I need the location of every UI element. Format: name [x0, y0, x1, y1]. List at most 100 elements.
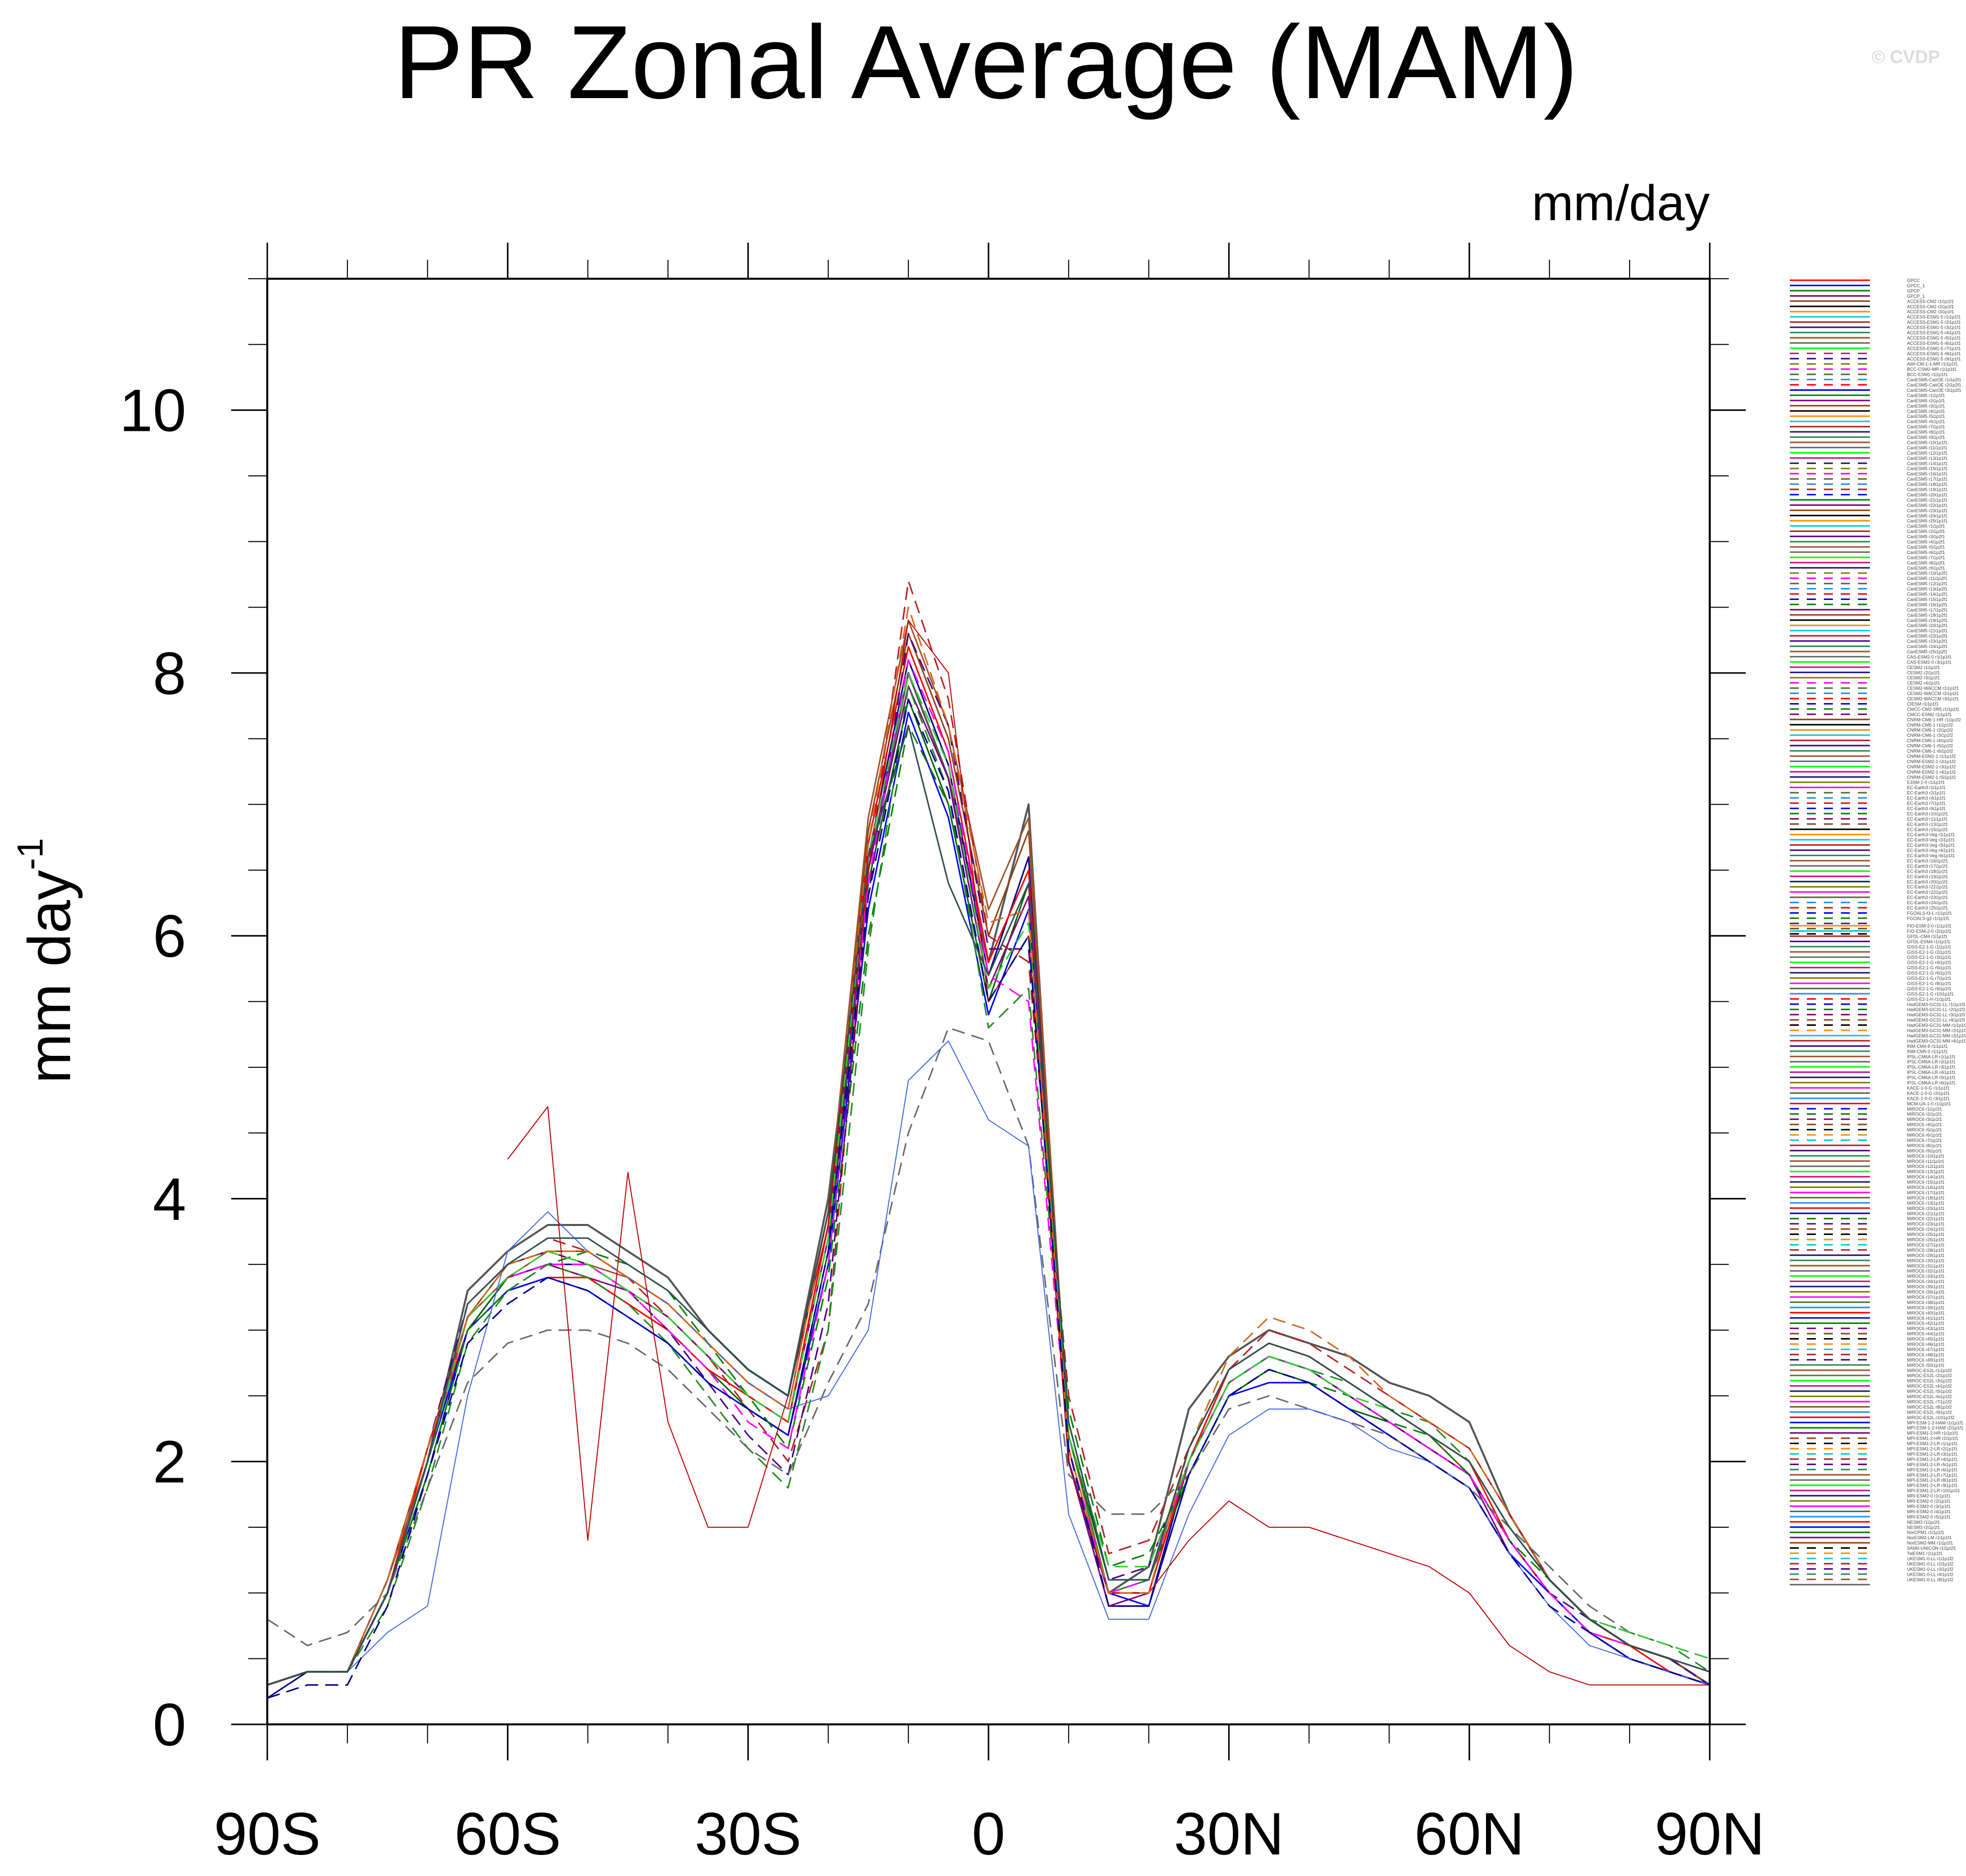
legend-label: CAS-ESM2-0 r1i1p1f1	[1907, 655, 1951, 660]
legend-label: CanESM5 r13i1p2f1	[1907, 586, 1947, 591]
legend-label: HadGEM3-GC31-MM r4i1p1f3	[1907, 1038, 1966, 1043]
legend-label: MIROC6 r12i1p1f1	[1907, 1164, 1944, 1169]
legend-label: CanESM5 r4i1p2f1	[1907, 539, 1945, 544]
legend-label: CanESM5 r16i1p2f1	[1907, 602, 1947, 607]
legend-label: EC-Earth3 r2i1p1f1	[1907, 791, 1945, 796]
legend-label: ACCESS-CM2 r1i1p1f1	[1907, 299, 1954, 304]
legend-label: MIROC6 r11i1p1f1	[1907, 1159, 1944, 1164]
legend-label: HadGEM3-GC31-MM r2i1p1f3	[1907, 1028, 1966, 1033]
legend-label: MPI-ESM-1-2-HAM r1i1p1f1	[1907, 1420, 1963, 1425]
chart-title: PR Zonal Average (MAM)	[394, 5, 1578, 121]
legend-label: EC-Earth3 r18i1p1f1	[1907, 869, 1948, 874]
legend-label: MIROC-ES2L r9i1p1f2	[1907, 1410, 1952, 1415]
legend-label: MIROC6 r20i1p1f1	[1907, 1206, 1944, 1211]
legend-label: CanESM5 r25i1p2f1	[1907, 649, 1947, 654]
legend-label: EC-Earth3-Veg r4i1p1f1	[1907, 848, 1955, 853]
legend-label: CanESM5-CanOE r2i1p2f1	[1907, 383, 1961, 388]
legend-label: MIROC6 r7i1p1f1	[1907, 1138, 1942, 1143]
legend-label: KACE-1-0-G r3i1p1f1	[1907, 1096, 1950, 1101]
legend-label: EC-Earth3 r4i1p1f1	[1907, 796, 1945, 801]
legend-label: EC-Earth3 r22i1p1f1	[1907, 890, 1948, 895]
legend-label: CanESM5 r18i1p2f1	[1907, 612, 1947, 617]
x-tick-label-4: 30N	[1174, 1800, 1284, 1867]
legend-label: CanESM5 r15i1p1f1	[1907, 466, 1947, 471]
legend-label: GPCC	[1907, 278, 1920, 283]
legend-label: CanESM5 r8i1p2f1	[1907, 560, 1945, 565]
legend-label: MIROC6 r31i1p1f1	[1907, 1264, 1944, 1269]
legend-label: AWI-CM-1-1-MR r1i1p1f1	[1907, 362, 1958, 367]
legend-label: GISS-E2-1-G r4i1p1f1	[1907, 960, 1951, 965]
legend-label: CanESM5 r6i1p1f1	[1907, 419, 1945, 424]
legend-label: CanESM5-CanOE r3i1p2f1	[1907, 388, 1961, 393]
legend-label: CNRM-ESM2-1 r3i1p1f2	[1907, 764, 1956, 769]
legend-label: EC-Earth3 r9i1p1f1	[1907, 806, 1945, 811]
legend-label: GFDL-ESM4 r1i1p1f1	[1907, 939, 1950, 944]
legend-label: GISS-E2-1-G r2i1p1f1	[1907, 950, 1951, 955]
legend-label: CanESM5 r2i1p2f1	[1907, 529, 1945, 534]
legend-label: MIROC6 r15i1p1f1	[1907, 1180, 1944, 1185]
series-layer	[267, 580, 1711, 1699]
legend-label: EC-Earth3 r17i1p1f1	[1907, 864, 1948, 869]
legend-label: ACCESS-ESM1-5 r5i1p1f1	[1907, 335, 1961, 340]
legend-label: MIROC-ES2L r7i1p1f2	[1907, 1399, 1952, 1404]
legend-label: IPSL-CM6A-LR r5i1p1f1	[1907, 1075, 1955, 1080]
legend-label: MPI-ESM1-2-HR r2i1p1f1	[1907, 1436, 1958, 1441]
legend-label: FIO-ESM-2-0 r1i1p1f1	[1907, 924, 1951, 929]
legend-label: CNRM-CM6-1 r2i1p1f2	[1907, 728, 1953, 733]
legend-label: MIROC6 r18i1p1f1	[1907, 1195, 1944, 1200]
legend-label: HadGEM3-GC31-LL r4i1p1f3	[1907, 1018, 1965, 1023]
legend-label: CanESM5 r17i1p2f1	[1907, 607, 1947, 612]
legend-label: MIROC6 r5i1p1f1	[1907, 1127, 1942, 1132]
legend-label: FIO-ESM-2-0 r2i1p1f1	[1907, 929, 1951, 934]
legend-label: CanESM5 r7i1p1f1	[1907, 424, 1945, 429]
legend-label: EC-Earth3-Veg r6i1p1f1	[1907, 853, 1955, 858]
x-tick-label-3: 0	[972, 1800, 1006, 1867]
legend-label: MPI-ESM1-2-LR r1i1p1f1	[1907, 1441, 1957, 1446]
legend-label: MIROC6 r17i1p1f1	[1907, 1190, 1944, 1195]
legend-label: NESM3 r1i1p1f1	[1907, 1520, 1940, 1525]
legend-label: MIROC6 r36i1p1f1	[1907, 1290, 1944, 1295]
legend-label: GISS-E2-1-G r10i1p1f1	[1907, 991, 1954, 996]
legend-label: MRI-ESM2-0 r3i1p1f1	[1907, 1504, 1950, 1509]
legend-label: MPI-ESM1-2-LR r6i1p1f1	[1907, 1467, 1957, 1472]
legend-label: ACCESS-ESM1-5 r4i1p1f1	[1907, 330, 1961, 335]
legend-label: CanESM5 r13i1p1f1	[1907, 456, 1947, 461]
legend-label: CanESM5 r22i1p1f1	[1907, 503, 1947, 508]
legend-label: CanESM5 r11i1p1f1	[1907, 445, 1947, 450]
legend-label: CanESM5 r3i1p1f1	[1907, 403, 1945, 408]
legend-label: CESM2-WACCM r2i1p1f1	[1907, 691, 1959, 696]
legend-label: MIROC-ES2L r3i1p1f2	[1907, 1379, 1952, 1384]
legend-label: MIROC6 r44i1p1f1	[1907, 1332, 1944, 1337]
legend-label: ACCESS-ESM1-5 r3i1p1f1	[1907, 325, 1961, 330]
legend-label: MRI-ESM2-0 r4i1p1f1	[1907, 1509, 1950, 1514]
series-line-15	[267, 1040, 1710, 1686]
legend-label: IPSL-CM6A-LR r3i1p1f1	[1907, 1065, 1955, 1070]
y-tick-label-2: 4	[153, 1165, 186, 1232]
legend-label: MIROC6 r41i1p1f1	[1907, 1316, 1944, 1321]
legend-label: CanESM5 r15i1p2f1	[1907, 597, 1947, 602]
x-tick-label-1: 60S	[454, 1800, 562, 1867]
legend-label: MIROC6 r13i1p1f1	[1907, 1169, 1944, 1174]
legend-label: UKESM1-0-LL r1i1p1f2	[1907, 1556, 1953, 1561]
series-line-13	[267, 1027, 1710, 1660]
units-label: mm/day	[1532, 175, 1710, 231]
legend-label: MIROC6 r39i1p1f1	[1907, 1305, 1944, 1310]
legend-label: IPSL-CM6A-LR r1i1p1f1	[1907, 1054, 1955, 1059]
legend-label: MIROC6 r38i1p1f1	[1907, 1300, 1944, 1305]
axes-layer: 90S 60S 30S 0 30N 60N 90N 0 2 4 6 8 10	[120, 243, 1765, 1867]
legend-label: UKESM1-0-LL r8i1p1f2	[1907, 1577, 1953, 1582]
x-tick-label-5: 60N	[1414, 1800, 1525, 1867]
legend-label: CNRM-ESM2-1 r5i1p1f2	[1907, 775, 1956, 780]
legend-label: MPI-ESM1-2-LR r8i1p1f1	[1907, 1478, 1957, 1483]
legend-label: ACCESS-ESM1-5 r2i1p1f1	[1907, 320, 1961, 325]
legend-label: MPI-ESM1-2-LR r2i1p1f1	[1907, 1447, 1957, 1452]
legend-label: MIROC6 r10i1p1f1	[1907, 1153, 1944, 1158]
legend-label: CanESM5 r23i1p2f1	[1907, 639, 1947, 644]
legend-label: CNRM-CM6-1 r1i1p1f2	[1907, 723, 1953, 728]
legend-label: CMCC-CM2-SR5 r1i1p1f1	[1907, 707, 1959, 712]
legend-label: GISS-E2-1-G r3i1p1f1	[1907, 955, 1951, 960]
legend-label: CanESM5 r9i1p1f1	[1907, 435, 1945, 440]
legend-label: CanESM5-CanOE r1i1p2f1	[1907, 377, 1961, 382]
watermark: © CVDP	[1871, 47, 1940, 67]
